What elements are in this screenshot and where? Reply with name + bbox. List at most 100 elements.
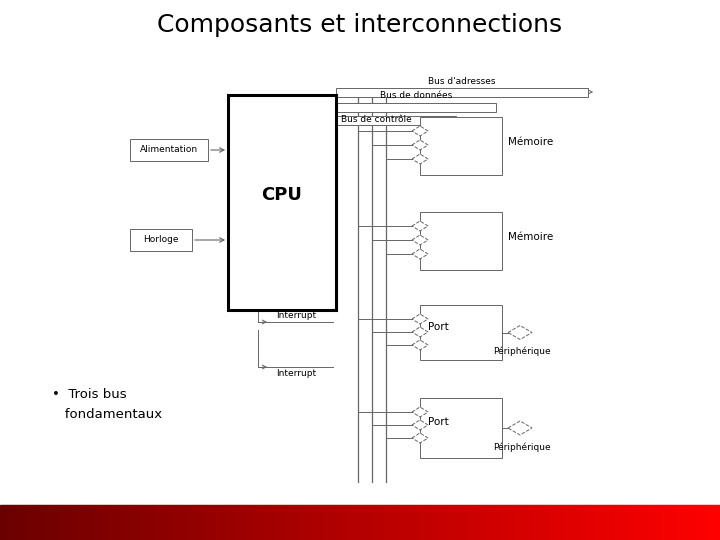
Bar xyxy=(321,505,322,540)
Bar xyxy=(681,505,682,540)
Bar xyxy=(250,505,251,540)
Bar xyxy=(480,505,481,540)
Bar xyxy=(346,505,347,540)
Bar xyxy=(666,505,667,540)
Bar xyxy=(269,505,270,540)
Bar xyxy=(331,505,332,540)
Bar xyxy=(287,505,288,540)
Bar xyxy=(309,505,310,540)
Bar xyxy=(90,505,91,540)
Bar xyxy=(380,505,381,540)
Bar xyxy=(328,505,329,540)
Bar xyxy=(461,505,462,540)
Bar xyxy=(442,505,443,540)
Bar xyxy=(418,505,419,540)
Bar xyxy=(606,505,607,540)
Bar xyxy=(554,505,555,540)
Bar xyxy=(439,505,440,540)
Bar xyxy=(400,505,401,540)
Bar xyxy=(648,505,649,540)
Bar xyxy=(236,505,237,540)
Bar xyxy=(530,505,531,540)
Bar xyxy=(431,505,432,540)
Bar xyxy=(631,505,632,540)
Bar xyxy=(137,505,138,540)
Bar xyxy=(407,505,408,540)
Polygon shape xyxy=(412,249,428,259)
Bar xyxy=(237,505,238,540)
Bar xyxy=(85,505,86,540)
Bar xyxy=(490,505,491,540)
Bar xyxy=(440,505,441,540)
Bar xyxy=(139,505,140,540)
Bar xyxy=(598,505,599,540)
Polygon shape xyxy=(412,433,428,443)
Bar xyxy=(128,505,129,540)
Bar xyxy=(231,505,232,540)
Bar xyxy=(547,505,548,540)
Bar xyxy=(603,505,604,540)
Bar xyxy=(148,505,149,540)
Bar xyxy=(217,505,218,540)
Bar xyxy=(324,505,325,540)
Bar xyxy=(694,505,695,540)
Bar xyxy=(701,505,702,540)
Bar xyxy=(616,505,617,540)
Bar xyxy=(276,505,277,540)
Bar xyxy=(538,505,539,540)
Bar xyxy=(582,505,583,540)
Bar xyxy=(698,505,699,540)
Bar xyxy=(55,505,56,540)
Bar xyxy=(210,505,211,540)
Bar xyxy=(438,505,439,540)
Bar xyxy=(182,505,183,540)
Bar xyxy=(288,505,289,540)
Text: Interrupt: Interrupt xyxy=(276,369,316,378)
Bar xyxy=(714,505,715,540)
Polygon shape xyxy=(412,140,428,150)
Bar xyxy=(552,505,553,540)
Bar xyxy=(370,505,371,540)
Bar xyxy=(285,505,286,540)
Bar xyxy=(559,505,560,540)
Bar xyxy=(206,505,207,540)
Bar xyxy=(93,505,94,540)
Bar xyxy=(374,505,375,540)
Bar xyxy=(164,505,165,540)
Bar xyxy=(115,505,116,540)
Bar xyxy=(56,505,57,540)
Bar xyxy=(414,505,415,540)
Bar xyxy=(34,505,35,540)
Bar xyxy=(323,505,324,540)
Bar xyxy=(492,505,493,540)
Bar xyxy=(61,505,62,540)
Bar xyxy=(708,505,709,540)
Bar xyxy=(216,505,217,540)
Bar xyxy=(433,505,434,540)
Bar xyxy=(450,505,451,540)
Bar xyxy=(546,505,547,540)
Bar xyxy=(508,505,509,540)
Bar xyxy=(353,505,354,540)
Bar xyxy=(320,505,321,540)
Bar xyxy=(338,505,339,540)
Bar xyxy=(325,505,326,540)
Bar xyxy=(398,505,399,540)
Bar xyxy=(545,505,546,540)
Bar xyxy=(563,505,564,540)
Bar xyxy=(389,505,390,540)
Bar xyxy=(464,505,465,540)
Bar xyxy=(186,505,187,540)
Bar xyxy=(678,505,679,540)
Bar xyxy=(354,505,355,540)
Bar xyxy=(233,505,234,540)
Bar xyxy=(482,505,483,540)
Text: Mémoire: Mémoire xyxy=(508,137,553,147)
Bar xyxy=(348,505,349,540)
Bar xyxy=(630,505,631,540)
Bar xyxy=(425,505,426,540)
Bar xyxy=(145,505,146,540)
Bar xyxy=(580,505,581,540)
Bar xyxy=(91,505,92,540)
Bar xyxy=(65,505,66,540)
